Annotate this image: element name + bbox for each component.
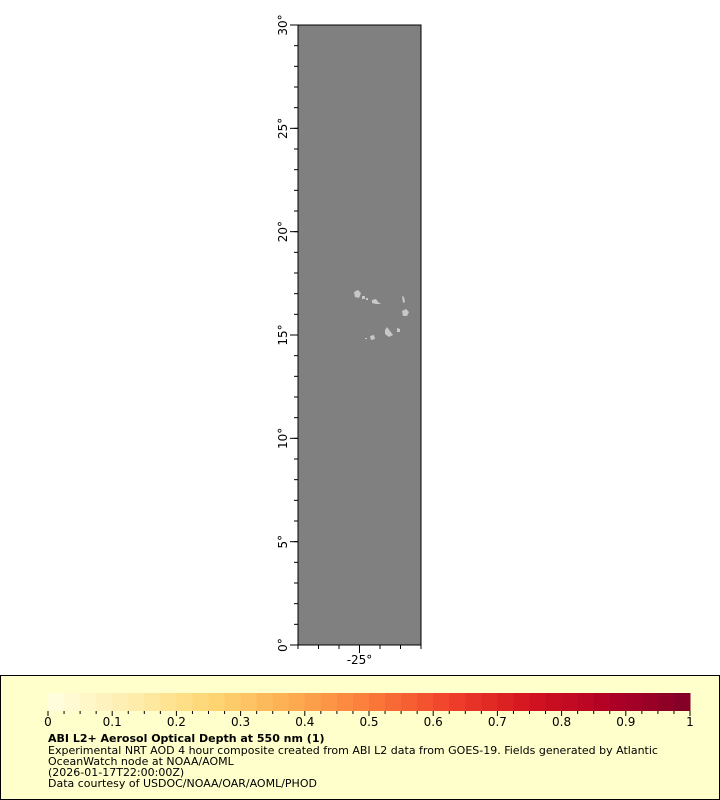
colorbar-segment [449, 693, 466, 711]
colorbar-segment [112, 693, 129, 711]
colorbar-segment [369, 693, 386, 711]
legend-time: (2026-01-17T22:00:00Z) [48, 766, 185, 779]
island [354, 290, 361, 298]
colorbar-segment [385, 693, 402, 711]
cape-verde-islands [354, 290, 409, 340]
colorbar-segment [80, 693, 97, 711]
colorbar-segment [481, 693, 498, 711]
colorbar-segment [64, 693, 81, 711]
island [365, 338, 367, 339]
colorbar-segment [465, 693, 482, 711]
colorbar-segment [48, 693, 65, 711]
colorbar-segment [208, 693, 226, 711]
lat-tick-label: 30° [276, 14, 290, 35]
colorbar-segment [256, 693, 274, 711]
colorbar-tick-label: 0.3 [231, 715, 250, 729]
legend-credit: Data courtesy of USDOC/NOAA/OAR/AOML/PHO… [48, 777, 317, 790]
colorbar-tick-label: 0.8 [552, 715, 571, 729]
colorbar-tick-label: 0.4 [295, 715, 314, 729]
lat-tick-label: 0° [276, 638, 290, 652]
colorbar-tick-label: 0.5 [359, 715, 378, 729]
lon-tick-label: -25° [347, 653, 373, 667]
colorbar-segment [272, 693, 290, 711]
island [370, 335, 375, 340]
colorbar-tick-label: 0.2 [167, 715, 186, 729]
colorbar-segment [577, 693, 595, 711]
map-axes: 0° 5° 10° 15° 20° 25° 30° -25° [276, 14, 422, 667]
colorbar-segment [641, 693, 659, 711]
map-plot: 0° 5° 10° 15° 20° 25° 30° -25° [276, 14, 422, 667]
colorbar-segment [144, 693, 161, 711]
island [362, 296, 365, 299]
island [372, 299, 381, 304]
colorbar-segment [128, 693, 145, 711]
colorbar-segment [417, 693, 434, 711]
colorbar-segment [288, 693, 306, 711]
colorbar-segment [513, 693, 530, 711]
island [402, 296, 405, 303]
legend-title: ABI L2+ Aerosol Optical Depth at 550 nm … [48, 732, 325, 745]
colorbar-segment [304, 693, 322, 711]
lat-tick-label: 15° [276, 324, 290, 345]
legend-panel: 0 0.1 0.2 0.3 0.4 0.5 0.6 0.7 0.8 0.9 1 ABI L2+ Ae… [0, 675, 720, 800]
lat-tick-label: 5° [276, 535, 290, 549]
colorbar-segment [561, 693, 579, 711]
colorbar-tick-label: 0 [44, 715, 52, 729]
colorbar-segment [529, 693, 547, 711]
legend-description: Experimental NRT AOD 4 hour composite cr… [48, 744, 658, 757]
colorbar: 0 0.1 0.2 0.3 0.4 0.5 0.6 0.7 0.8 0.9 1 [44, 693, 694, 729]
colorbar-segment [609, 693, 627, 711]
colorbar-segment [352, 693, 370, 711]
island [366, 298, 368, 300]
lat-tick-label: 20° [276, 221, 290, 242]
legend-description-2: OceanWatch node at NOAA/AOML [48, 755, 234, 768]
colorbar-segment [240, 693, 258, 711]
colorbar-segment [657, 693, 675, 711]
colorbar-tick-label: 0.6 [424, 715, 443, 729]
island [402, 309, 409, 316]
colorbar-segment [336, 693, 354, 711]
colorbar-segment [320, 693, 338, 711]
island [397, 328, 400, 332]
colorbar-tick-label: 1 [686, 715, 694, 729]
colorbar-segment [401, 693, 418, 711]
colorbar-segment [192, 693, 209, 711]
colorbar-segment [433, 693, 450, 711]
colorbar-segment [96, 693, 113, 711]
colorbar-tick-label: 0.9 [616, 715, 635, 729]
colorbar-segment [224, 693, 242, 711]
lat-tick-label: 10° [276, 428, 290, 449]
colorbar-segment [593, 693, 611, 711]
colorbar-segment [176, 693, 193, 711]
colorbar-segment [673, 693, 691, 711]
lat-tick-label: 25° [276, 118, 290, 139]
colorbar-segment [160, 693, 177, 711]
colorbar-segment [625, 693, 643, 711]
colorbar-tick-label: 0.1 [103, 715, 122, 729]
island [385, 327, 393, 337]
colorbar-tick-label: 0.7 [488, 715, 507, 729]
colorbar-segment [545, 693, 563, 711]
map-background [298, 25, 421, 645]
colorbar-segment [497, 693, 514, 711]
